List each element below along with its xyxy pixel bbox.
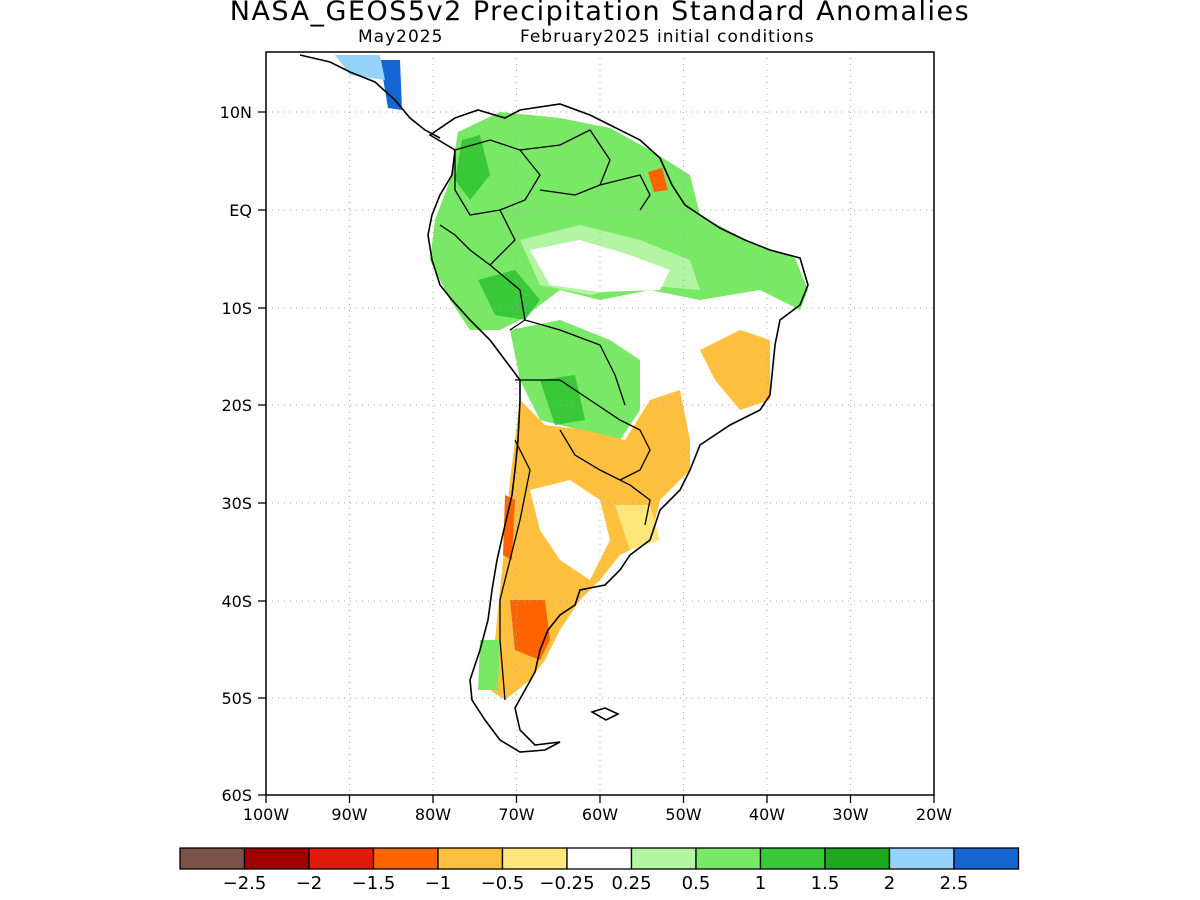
tick-marks <box>258 111 935 803</box>
lat-label: 60S <box>221 786 252 805</box>
anomaly-region-neutral-amazon <box>530 240 670 292</box>
legend-color-box <box>953 847 1020 870</box>
legend-label: −0.25 <box>539 873 594 894</box>
legend-label: −1.5 <box>352 873 396 894</box>
anomaly-region-neutral-pampas <box>530 480 610 580</box>
legend-color-box <box>243 847 310 870</box>
anomaly-region-chaco <box>540 375 585 425</box>
color-legend <box>179 847 1020 870</box>
legend-label: 1 <box>755 873 766 894</box>
lon-label: 50W <box>665 805 701 824</box>
lat-label: 10S <box>221 299 252 318</box>
anomaly-region-colombia <box>455 135 490 200</box>
legend-label: −1 <box>425 873 452 894</box>
legend-color-box <box>695 847 762 870</box>
legend-label: 2.5 <box>940 873 969 894</box>
anomaly-fill-layer <box>335 55 808 700</box>
lat-label: 10N <box>220 103 252 122</box>
anomaly-region-brazil-coast-dry <box>700 330 770 410</box>
legend-label: 0.5 <box>682 873 711 894</box>
lon-label: 20W <box>916 805 952 824</box>
anomaly-region-chile-very-dry <box>503 495 515 560</box>
anomaly-region-patagonia-very-dry <box>510 600 550 660</box>
central-america-coastline <box>299 54 441 139</box>
legend-color-box <box>308 847 375 870</box>
legend-label: −2.5 <box>223 873 267 894</box>
lat-label: 30S <box>221 494 252 513</box>
legend-color-box <box>372 847 439 870</box>
legend-label: 2 <box>884 873 895 894</box>
lon-label: 40W <box>749 805 785 824</box>
legend-color-box <box>566 847 633 870</box>
longitude-labels: 100W 90W 80W 70W 60W 50W 40W 30W 20W <box>243 805 952 824</box>
legend-label: −0.5 <box>481 873 525 894</box>
legend-label: 0.25 <box>611 873 651 894</box>
initial-conditions-label: February2025 initial conditions <box>520 27 815 47</box>
legend-color-box <box>501 847 568 870</box>
lon-label: 100W <box>243 805 290 824</box>
legend-color-box <box>824 847 891 870</box>
anomaly-region-guyana-dry <box>648 168 668 192</box>
coastlines <box>299 54 809 753</box>
legend-color-box <box>437 847 504 870</box>
anomaly-region-central-america-wet <box>335 55 385 80</box>
anomaly-region-chile-south-wet <box>478 640 500 690</box>
lat-label: EQ <box>229 201 252 220</box>
legend-label: 1.5 <box>811 873 840 894</box>
lon-label: 70W <box>498 805 534 824</box>
forecast-month: May2025 <box>358 27 444 47</box>
lon-label: 80W <box>415 805 451 824</box>
map-title: NASA_GEOS5v2 Precipitation Standard Anom… <box>229 0 971 27</box>
anomaly-region-uruguay <box>615 505 660 550</box>
lon-label: 60W <box>582 805 618 824</box>
legend-color-box <box>630 847 697 870</box>
lat-label: 40S <box>221 592 252 611</box>
anomaly-region-north-wet <box>430 112 808 330</box>
south-america-coastline <box>427 103 809 753</box>
falkland-islands <box>589 707 620 721</box>
anomaly-region-central-america-very-wet <box>380 60 402 110</box>
country-borders <box>439 129 651 701</box>
lat-label: 50S <box>221 689 252 708</box>
lon-label: 30W <box>832 805 868 824</box>
legend-label: −2 <box>296 873 323 894</box>
legend-color-box <box>179 847 246 870</box>
legend-color-box <box>888 847 955 870</box>
latitude-labels: 10N EQ 10S 20S 30S 40S 50S 60S <box>220 103 252 805</box>
lon-label: 90W <box>331 805 367 824</box>
legend-labels: −2.5 −2 −1.5 −1 −0.5 −0.25 0.25 0.5 1 1.… <box>223 873 969 894</box>
legend-color-box <box>759 847 826 870</box>
lat-label: 20S <box>221 396 252 415</box>
